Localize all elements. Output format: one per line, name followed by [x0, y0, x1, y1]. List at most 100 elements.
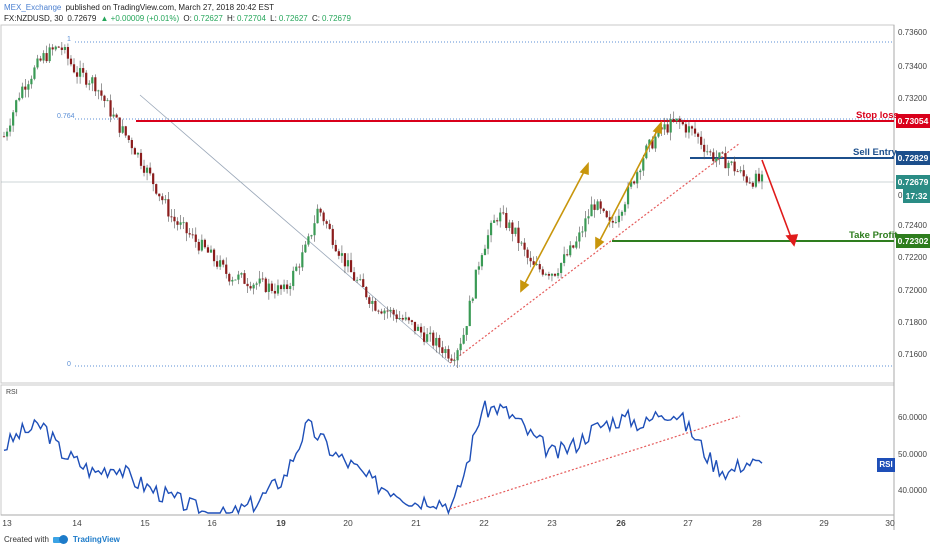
sell-entry-label: Sell Entry: [853, 147, 897, 158]
candle-body: [270, 283, 273, 291]
misc-zero: 0: [898, 191, 903, 200]
candle-body: [331, 228, 334, 245]
take-profit-label: Take Profit: [849, 230, 898, 241]
candle-body: [273, 290, 277, 294]
candle-body: [535, 264, 538, 265]
candle-body: [313, 223, 316, 236]
candle-body: [203, 239, 207, 248]
candle-body: [444, 349, 447, 354]
candle-body: [231, 279, 234, 282]
candle-body: [286, 284, 289, 290]
candles-group: [2, 42, 764, 368]
price-tick-5: 0.72200: [898, 253, 927, 262]
candle-body: [587, 216, 590, 219]
candle-body: [5, 131, 9, 137]
candle-body: [493, 220, 496, 223]
candle-body: [453, 360, 456, 362]
footer: Created with TradingView: [4, 535, 120, 544]
candle-body: [739, 170, 742, 172]
candle-body: [240, 273, 243, 275]
candle-body: [398, 318, 401, 320]
candle-body: [505, 212, 508, 229]
candle-body: [486, 235, 490, 249]
candle-body: [514, 227, 517, 234]
price-tick-6: 0.72000: [898, 286, 927, 295]
candle-body: [745, 176, 748, 183]
candle-body: [54, 46, 57, 50]
candle-body: [127, 135, 130, 140]
candle-body: [404, 317, 407, 320]
candle-body: [742, 170, 745, 177]
candle-body: [389, 309, 392, 312]
candle-body: [550, 273, 554, 276]
candle-body: [42, 53, 45, 61]
candle-body: [760, 174, 764, 182]
candle-body: [751, 182, 754, 187]
h-value: 0.72704: [237, 14, 266, 23]
candle-body: [377, 310, 380, 312]
candle-body: [48, 47, 51, 62]
candle-body: [626, 186, 630, 205]
o-value: 0.72627: [193, 14, 223, 23]
candle-body: [118, 117, 121, 133]
candle-body: [502, 212, 505, 214]
candle-body: [310, 235, 313, 237]
candle-body: [696, 133, 700, 137]
symbol-label: FX:NZDUSD, 30: [4, 14, 64, 23]
candle-body: [523, 242, 526, 250]
candle-body: [368, 297, 371, 304]
candle-body: [145, 167, 149, 173]
candle-body: [651, 139, 654, 149]
time-label-29: 29: [819, 518, 829, 528]
candle-body: [191, 234, 194, 236]
fib-1-label: 1: [67, 36, 71, 43]
candle-body: [292, 270, 295, 286]
tradingview-brand-link[interactable]: TradingView: [72, 535, 120, 544]
candle-body: [106, 100, 109, 102]
candle-body: [142, 165, 146, 173]
candle-body: [757, 173, 761, 182]
fib-764-label: 0.764: [57, 113, 75, 120]
candle-body: [648, 139, 651, 146]
candle-body: [386, 310, 389, 312]
published-text: published on TradingView.com, March 27, …: [65, 3, 275, 12]
time-label-26: 26: [616, 518, 626, 528]
candle-body: [82, 68, 85, 73]
candle-body: [447, 349, 450, 359]
candle-body: [66, 47, 70, 59]
candle-body: [328, 223, 331, 229]
candle-body: [115, 114, 118, 118]
stop-loss-label: Stop loss: [856, 110, 899, 121]
rsi-pane-label: RSI: [6, 389, 18, 396]
publish-info: MEX_Exchange published on TradingView.co…: [4, 3, 276, 12]
candle-body: [149, 167, 152, 174]
price-tick-2: 0.73400: [898, 62, 927, 71]
l-value: 0.72627: [278, 14, 308, 23]
publisher-link[interactable]: MEX_Exchange: [4, 3, 62, 12]
candle-body: [161, 196, 164, 201]
candle-body: [164, 199, 167, 201]
candle-body: [325, 221, 328, 224]
candle-body: [636, 172, 639, 184]
candle-body: [319, 208, 322, 213]
candle-body: [690, 126, 694, 129]
candle-body: [681, 122, 684, 125]
red-arrow-head: [785, 234, 799, 247]
candle-body: [133, 148, 136, 155]
countdown-tag: 17:32: [903, 189, 930, 203]
candle-body: [422, 332, 426, 342]
candle-body: [188, 233, 191, 235]
candle-body: [343, 253, 347, 267]
fib-diagonal: [139, 94, 451, 364]
rsi-line: [3, 400, 763, 516]
candle-body: [85, 72, 88, 85]
time-label-20: 20: [343, 518, 353, 528]
candle-body: [715, 158, 718, 162]
candle-body: [362, 279, 365, 287]
candle-body: [435, 337, 438, 346]
candle-body: [593, 204, 596, 210]
candle-body: [130, 139, 133, 149]
price-tick-8: 0.71600: [898, 350, 927, 359]
